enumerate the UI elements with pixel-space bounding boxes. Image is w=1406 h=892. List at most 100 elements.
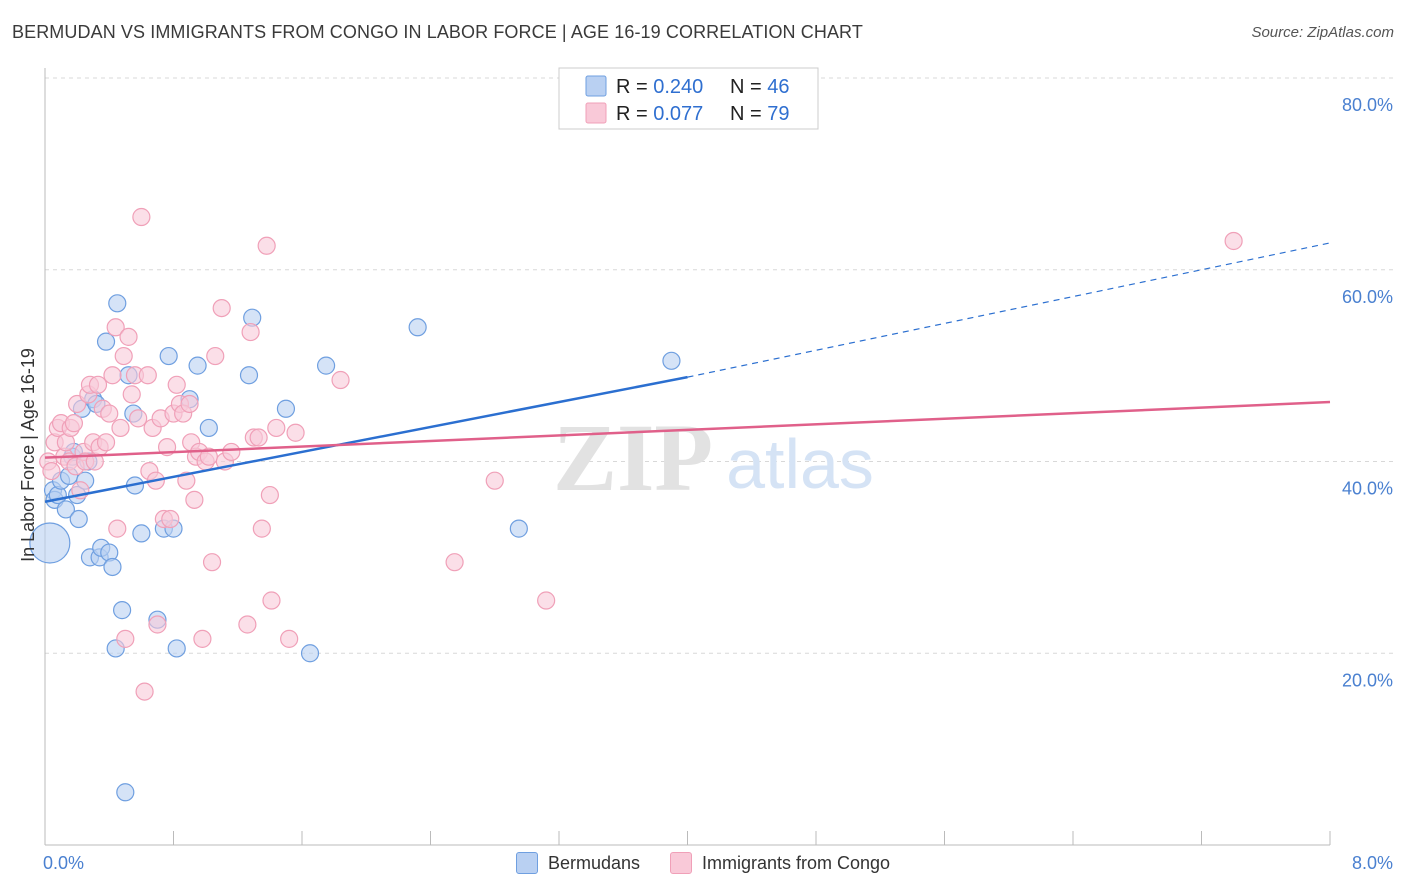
point-congo <box>64 414 84 433</box>
x-tick-label: 0.0% <box>43 853 84 873</box>
point-bermudans <box>56 500 75 519</box>
point-congo <box>241 322 260 342</box>
point-congo <box>108 519 127 538</box>
point-bermudans <box>509 519 528 538</box>
n-label: N = <box>730 103 767 125</box>
point-congo <box>249 428 268 447</box>
point-bermudans <box>276 399 296 418</box>
x-tick-label: 8.0% <box>1352 853 1393 873</box>
point-congo <box>1224 231 1243 251</box>
point-congo <box>42 461 61 481</box>
r-value: 0.240 <box>653 76 703 98</box>
point-congo <box>122 385 141 404</box>
point-congo <box>193 629 212 648</box>
point-congo <box>96 433 116 452</box>
point-congo <box>252 519 271 538</box>
point-bermudans <box>132 524 151 543</box>
point-congo <box>206 346 225 366</box>
point-bermudans <box>29 522 71 564</box>
point-congo <box>238 615 257 634</box>
point-congo <box>161 509 180 529</box>
legend-swatch-bermudans <box>515 852 538 874</box>
trend-line-bermudans <box>44 375 688 503</box>
point-congo <box>267 418 286 438</box>
stats-legend-swatch <box>585 102 607 124</box>
point-congo <box>212 299 231 318</box>
point-congo <box>100 404 119 423</box>
point-bermudans <box>300 644 320 663</box>
chart-source: Source: ZipAtlas.com <box>1251 24 1394 41</box>
chart-title: BERMUDAN VS IMMIGRANTS FROM CONGO IN LAB… <box>12 22 863 42</box>
legend-item-bermudans[interactable]: Bermudans <box>515 852 640 874</box>
trend-line-bermudans-projection <box>687 242 1331 378</box>
point-congo <box>262 591 281 610</box>
point-bermudans <box>408 318 427 337</box>
point-congo <box>485 471 504 490</box>
point-congo <box>222 442 241 462</box>
stats-legend-text: R = 0.077 N = 79 <box>616 103 790 125</box>
r-label: R = <box>616 76 653 98</box>
point-congo <box>106 318 125 337</box>
legend-label-bermudans: Bermudans <box>547 852 640 873</box>
watermark-zip: ZIP <box>553 404 713 511</box>
n-value: 46 <box>767 76 789 98</box>
y-tick-label: 60.0% <box>1342 287 1393 307</box>
point-congo <box>116 629 135 648</box>
point-congo <box>202 553 222 572</box>
point-congo <box>114 346 133 366</box>
legend-item-congo[interactable]: Immigrants from Congo <box>670 852 890 874</box>
point-congo <box>331 370 350 390</box>
point-congo <box>257 236 276 255</box>
point-congo <box>132 207 151 227</box>
point-congo <box>135 682 154 701</box>
point-bermudans <box>167 639 186 658</box>
point-bermudans <box>316 356 336 375</box>
point-congo <box>280 629 299 648</box>
point-congo <box>119 327 138 346</box>
r-label: R = <box>616 103 653 125</box>
point-congo <box>260 485 279 505</box>
data-points <box>29 207 1243 802</box>
point-congo <box>88 375 108 394</box>
point-bermudans <box>188 356 207 375</box>
y-tick-label: 80.0% <box>1342 95 1393 115</box>
point-bermudans <box>96 332 116 351</box>
tick-labels: 20.0% 40.0% 60.0% 80.0% 0.0% 8.0% <box>43 95 1393 873</box>
point-congo <box>180 394 199 414</box>
n-label: N = <box>730 76 767 98</box>
series-legend: Bermudans Immigrants from Congo <box>0 852 1406 874</box>
legend-label-congo: Immigrants from Congo <box>702 852 891 873</box>
stats-legend-swatch <box>585 75 607 97</box>
point-bermudans <box>662 351 681 370</box>
point-congo <box>138 366 157 385</box>
y-tick-label: 20.0% <box>1342 670 1393 690</box>
stats-legend-text: R = 0.240 N = 46 <box>616 76 790 98</box>
point-bermudans <box>159 346 178 366</box>
watermark-atlas: atlas <box>726 425 874 503</box>
point-congo <box>148 615 167 634</box>
point-congo <box>537 591 556 610</box>
y-tick-label: 40.0% <box>1342 479 1393 499</box>
point-bermudans <box>199 418 218 438</box>
trend-lines <box>44 242 1331 503</box>
point-congo <box>103 366 122 385</box>
point-bermudans <box>103 557 122 577</box>
legend-swatch-congo <box>670 852 692 874</box>
r-value: 0.077 <box>653 103 703 125</box>
trend-line-congo <box>44 400 1331 459</box>
y-axis-label: In Labor Force | Age 16-19 <box>18 348 38 562</box>
point-bermudans <box>112 601 132 620</box>
point-congo <box>167 375 186 394</box>
stats-legend: R = 0.240 N = 46 R = 0.077 N = 79 <box>558 67 819 130</box>
point-bermudans <box>108 294 127 313</box>
point-congo <box>286 423 305 442</box>
point-bermudans <box>69 509 88 529</box>
n-value: 79 <box>767 103 789 125</box>
point-bermudans <box>116 783 135 802</box>
watermark: ZIP atlas <box>553 404 874 511</box>
point-congo <box>185 490 204 509</box>
point-congo <box>111 418 130 438</box>
point-congo <box>129 409 148 428</box>
point-bermudans <box>239 366 259 385</box>
